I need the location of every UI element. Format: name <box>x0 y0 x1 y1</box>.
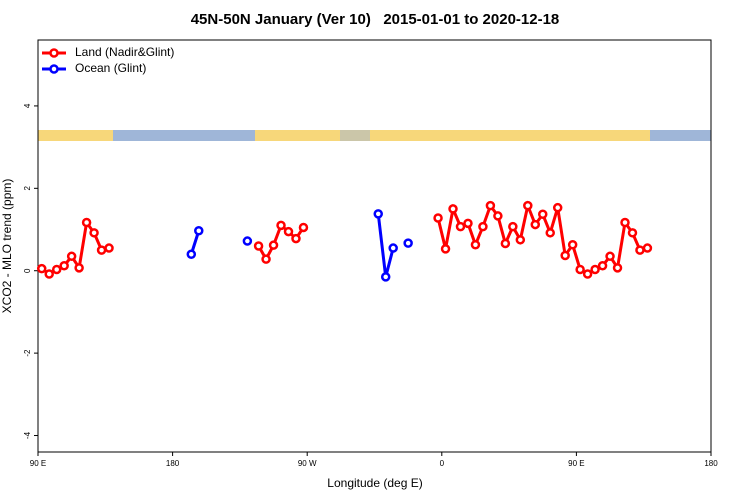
point <box>448 204 458 214</box>
y-tick-label: 0 <box>23 268 32 273</box>
point <box>298 222 309 233</box>
point <box>635 245 645 255</box>
point <box>291 233 301 244</box>
point <box>590 264 600 275</box>
x-tick-label: 180 <box>704 459 718 468</box>
point <box>597 261 608 271</box>
point <box>620 217 630 228</box>
point <box>51 264 62 275</box>
point <box>253 241 264 251</box>
point <box>81 217 92 228</box>
x-tick-label: 90 E <box>30 459 46 468</box>
x-axis-label: Longitude (deg E) <box>327 476 422 490</box>
legend-label: Ocean (Glint) <box>75 61 146 75</box>
x-tick-label: 180 <box>166 459 180 468</box>
point <box>567 240 578 250</box>
point <box>605 251 615 262</box>
point <box>242 236 253 246</box>
point <box>276 220 286 231</box>
point <box>261 254 271 264</box>
legend-marker <box>49 48 59 58</box>
point <box>194 226 204 236</box>
point <box>380 272 391 282</box>
series-line <box>191 214 408 277</box>
point <box>433 213 443 223</box>
point <box>523 200 533 211</box>
point <box>89 228 99 238</box>
y-tick-label: -4 <box>23 431 32 439</box>
point <box>582 269 593 279</box>
y-tick-label: -2 <box>23 349 32 357</box>
x-tick-label: 90 E <box>568 459 584 468</box>
y-tick-label: 4 <box>23 103 32 108</box>
legend-label: Land (Nadir&Glint) <box>75 45 174 59</box>
point <box>530 219 541 230</box>
point <box>508 221 518 232</box>
chart-title: 45N-50N January (Ver 10) 2015-01-01 to 2… <box>191 11 560 28</box>
point <box>403 238 413 248</box>
point <box>642 243 653 253</box>
point <box>552 202 563 213</box>
point <box>515 235 526 245</box>
point <box>470 240 481 250</box>
point <box>545 228 555 238</box>
point <box>485 200 496 211</box>
x-tick-label: 0 <box>440 459 445 468</box>
point <box>463 218 473 229</box>
point <box>59 261 69 271</box>
point <box>74 263 84 273</box>
point <box>440 244 451 254</box>
point <box>627 228 638 238</box>
legend-marker <box>49 64 59 74</box>
point <box>500 238 511 249</box>
point <box>96 245 107 255</box>
point <box>478 221 488 232</box>
y-axis-label: XCO2 - MLO trend (ppm) <box>0 179 14 314</box>
point <box>493 211 503 221</box>
point <box>560 250 570 261</box>
series-line <box>40 200 648 276</box>
point <box>538 209 548 220</box>
point <box>373 209 383 219</box>
plot-frame <box>37 39 712 453</box>
point <box>36 263 47 274</box>
point <box>388 243 398 253</box>
point <box>186 249 197 259</box>
point <box>66 251 77 262</box>
y-tick-label: 2 <box>23 186 32 191</box>
point <box>283 226 294 237</box>
point <box>575 264 585 275</box>
point <box>612 263 623 273</box>
point <box>455 221 466 232</box>
point <box>44 269 54 279</box>
point <box>104 243 114 253</box>
map-strip <box>38 130 711 141</box>
point <box>268 240 279 250</box>
x-tick-label: 90 W <box>298 459 317 468</box>
